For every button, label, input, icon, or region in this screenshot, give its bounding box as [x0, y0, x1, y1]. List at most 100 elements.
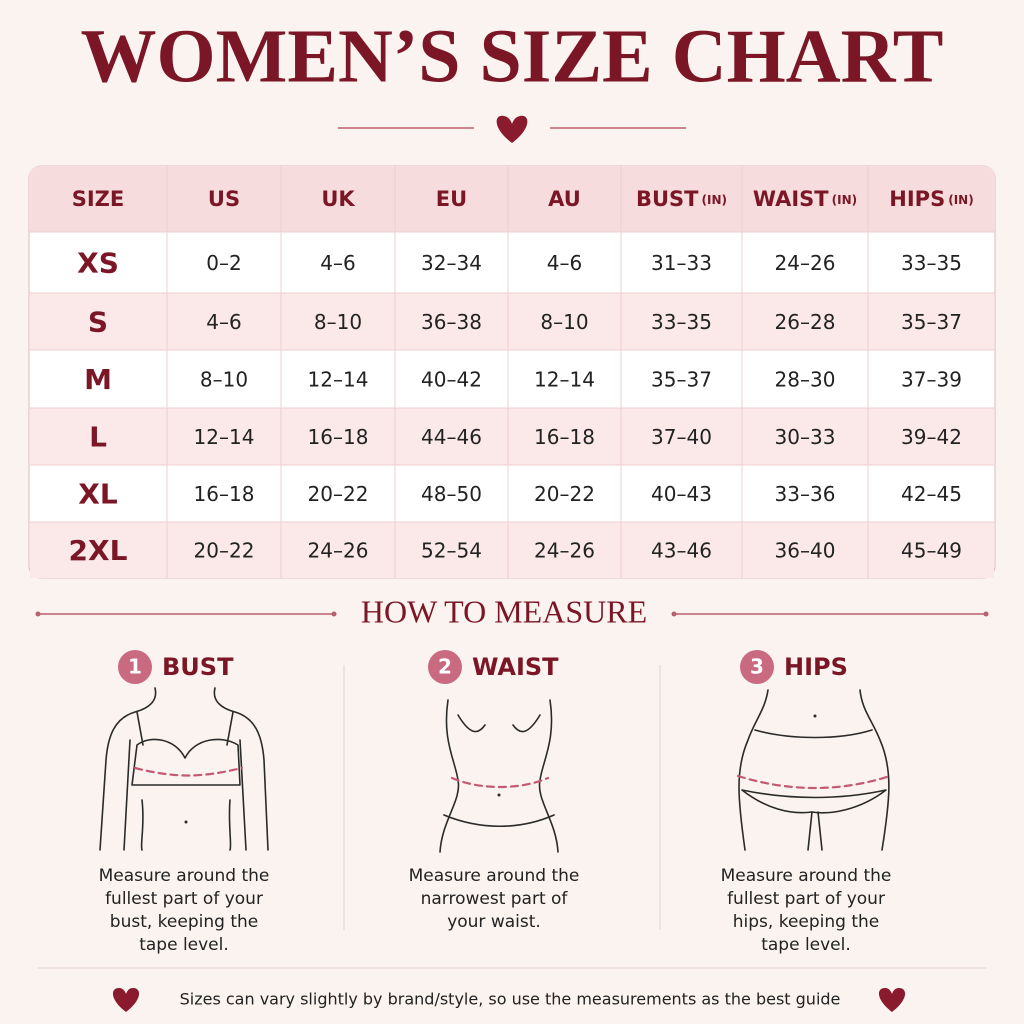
navel	[497, 793, 501, 797]
table-cell: 40–42	[421, 368, 482, 392]
table-cell: 24–26	[534, 539, 595, 563]
table-cell: 36–38	[421, 310, 482, 334]
outline	[123, 739, 247, 851]
outline	[538, 699, 559, 853]
header-cell: UK	[321, 187, 355, 211]
table-cell: 52–54	[421, 539, 482, 563]
table-cell: 4–6	[206, 310, 241, 334]
table-cell: 43–46	[651, 539, 712, 563]
header-cell: US	[208, 187, 240, 211]
table-cell: 24–26	[775, 251, 836, 275]
size-label: S	[88, 306, 108, 339]
row-band	[30, 522, 994, 578]
table-cell: 8–10	[314, 310, 362, 334]
footer-note: Sizes can vary slightly by brand/style, …	[180, 990, 841, 1009]
step-text: Measure around the	[99, 866, 270, 886]
section-title: HOW TO MEASURE	[361, 593, 647, 629]
size-label: 2XL	[69, 534, 128, 567]
tape	[450, 776, 550, 789]
strap	[136, 711, 234, 746]
outline	[457, 714, 541, 733]
header-unit: (IN)	[832, 193, 857, 207]
step-text: fullest part of your	[105, 889, 263, 909]
row-band	[30, 293, 994, 350]
step-text: Measure around the	[721, 866, 892, 886]
heart-icon	[878, 988, 906, 1012]
table-cell: 37–40	[651, 425, 712, 449]
outline	[807, 811, 823, 851]
table-cell: 28–30	[775, 368, 836, 392]
navel	[813, 714, 817, 718]
size-label: XL	[78, 478, 118, 511]
step-text: Measure around the	[409, 866, 580, 886]
table-cell: 35–37	[651, 368, 712, 392]
outline	[439, 699, 460, 853]
header-cell: AU	[548, 187, 581, 211]
step-text: your waist.	[447, 912, 541, 932]
header-cell: WAIST (IN)	[753, 187, 857, 211]
step-number: 2	[438, 655, 452, 679]
table-cell: 20–22	[534, 482, 595, 506]
table-cell: 33–35	[901, 251, 962, 275]
table-cell: 4–6	[320, 251, 355, 275]
table-cell: 20–22	[194, 539, 255, 563]
table-cell: 44–46	[421, 425, 482, 449]
header-label: WAIST	[753, 187, 829, 211]
header-label: AU	[548, 187, 581, 211]
table-cell: 48–50	[421, 482, 482, 506]
table-cell: 32–34	[421, 251, 482, 275]
bra	[131, 738, 241, 786]
step-label: BUST	[162, 653, 234, 681]
size-table: SIZE US UK EU AU BUST (IN) WAIST (IN) HIPS (IN)XS 0…	[28, 165, 996, 579]
tape	[133, 766, 244, 777]
table-cell: 16–18	[194, 482, 255, 506]
tape	[736, 774, 892, 790]
table-cell: 20–22	[308, 482, 369, 506]
step-badge	[118, 650, 152, 684]
title: WOMEN’S SIZE CHART	[80, 14, 943, 98]
step-text: tape level.	[761, 935, 851, 955]
table-cell: 33–36	[775, 482, 836, 506]
divider-dot	[983, 611, 989, 617]
header-unit: (IN)	[948, 193, 973, 207]
header-cell: SIZE	[72, 187, 125, 211]
outline	[754, 729, 873, 739]
step-number: 1	[128, 655, 142, 679]
divider-dot	[671, 611, 677, 617]
table-cell: 4–6	[547, 251, 582, 275]
header-unit: (IN)	[702, 193, 727, 207]
row-band	[30, 408, 994, 465]
table-cell: 35–37	[901, 310, 962, 334]
header-cell: EU	[436, 187, 467, 211]
header-label: HIPS	[889, 187, 945, 211]
size-label: XS	[77, 247, 119, 280]
header-row	[29, 166, 995, 232]
divider-dot	[331, 611, 337, 617]
table-cell: 8–10	[200, 368, 248, 392]
heart-icon	[496, 115, 528, 143]
outline	[859, 689, 890, 851]
step-text: fullest part of your	[727, 889, 885, 909]
outline	[213, 687, 269, 851]
table-cell: 31–33	[651, 251, 712, 275]
size-label: L	[89, 421, 107, 454]
table-cell: 0–2	[206, 251, 241, 275]
step-text: tape level.	[139, 935, 229, 955]
step-label: HIPS	[784, 653, 848, 681]
divider-dot	[35, 611, 41, 617]
header-label: BUST	[636, 187, 699, 211]
table-cell: 33–35	[651, 310, 712, 334]
bust-figure	[99, 687, 269, 851]
table-cell: 16–18	[534, 425, 595, 449]
step-text: bust, keeping the	[110, 912, 258, 932]
table-cell: 12–14	[534, 368, 595, 392]
navel	[184, 820, 188, 824]
table-cell: 8–10	[540, 310, 588, 334]
waist-figure	[439, 699, 559, 853]
header-label: EU	[436, 187, 467, 211]
outline	[738, 689, 769, 851]
underwear	[741, 789, 887, 814]
heart-icon	[112, 988, 140, 1012]
